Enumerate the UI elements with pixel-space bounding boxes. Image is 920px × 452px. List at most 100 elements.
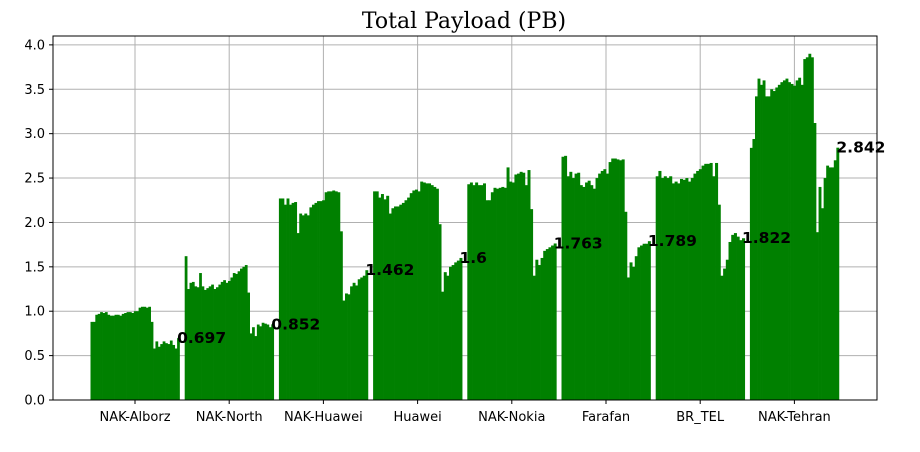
bar <box>324 192 328 400</box>
bar <box>569 171 573 400</box>
bar <box>674 181 678 400</box>
bar <box>296 233 300 400</box>
bar <box>128 312 132 400</box>
bar <box>723 268 727 400</box>
bar <box>767 96 771 401</box>
bar <box>407 197 411 400</box>
bar <box>301 215 305 400</box>
data-label: 2.842 <box>836 139 885 157</box>
bar <box>232 273 236 400</box>
bar <box>350 286 353 400</box>
bar <box>770 89 774 401</box>
bar <box>564 155 568 400</box>
data-label: 0.697 <box>177 329 226 347</box>
bar <box>184 256 188 400</box>
bar <box>443 272 447 400</box>
bar <box>501 186 505 400</box>
bar <box>498 187 502 400</box>
bar <box>532 275 536 400</box>
bar <box>428 183 432 400</box>
bar <box>706 163 710 400</box>
bar <box>218 284 222 400</box>
bar <box>810 57 814 401</box>
bar <box>206 288 210 400</box>
bar <box>585 182 589 400</box>
bar <box>441 291 445 400</box>
bar <box>167 344 171 400</box>
bar <box>813 123 817 400</box>
bar <box>561 156 565 400</box>
bar <box>522 172 526 400</box>
bar <box>391 208 395 400</box>
bar <box>836 147 840 400</box>
bar <box>355 285 359 400</box>
bar <box>483 183 486 400</box>
y-tick-label: 0.5 <box>24 349 45 364</box>
bar <box>150 321 154 400</box>
bar <box>401 202 405 400</box>
bar <box>211 284 214 400</box>
bar <box>760 84 763 400</box>
bar <box>177 338 180 400</box>
bar <box>798 77 802 400</box>
bar <box>655 176 659 400</box>
bar <box>688 181 692 400</box>
bar <box>733 233 737 400</box>
bar <box>511 182 515 400</box>
bar <box>247 292 250 400</box>
bar <box>637 247 641 400</box>
x-tick-label: BR_TEL <box>676 410 725 425</box>
bar <box>203 289 207 400</box>
bar <box>337 192 341 400</box>
bar <box>725 259 729 400</box>
bar <box>311 204 315 400</box>
bar <box>469 182 473 400</box>
y-tick-label: 3.0 <box>24 127 45 142</box>
bar <box>373 191 377 400</box>
data-labels: 0.697 0.852 1.462 1.6 1.763 1.789 1.822 2.842 <box>177 139 885 347</box>
bar <box>95 314 99 400</box>
x-tick-label: Farafan <box>582 410 630 425</box>
x-tick-label: NAK-Nokia <box>478 410 545 425</box>
bar <box>626 277 630 400</box>
data-label: 1.822 <box>742 229 791 247</box>
bar <box>304 213 308 400</box>
bar <box>490 192 494 400</box>
bar <box>396 206 400 400</box>
bar <box>196 287 200 400</box>
bar <box>739 240 743 400</box>
bar <box>690 178 694 400</box>
bar <box>116 314 120 400</box>
bar <box>642 243 646 400</box>
bar <box>268 327 272 400</box>
bar <box>685 178 689 400</box>
bar <box>595 178 599 400</box>
bar <box>375 191 379 400</box>
bar <box>517 173 521 400</box>
bar <box>104 312 108 400</box>
bar <box>472 185 476 400</box>
bar <box>823 178 827 400</box>
bar <box>485 200 489 400</box>
bar <box>777 84 781 400</box>
bar <box>826 165 830 400</box>
y-tick-label: 1.5 <box>24 260 45 275</box>
bar <box>808 53 812 400</box>
bar <box>582 186 586 400</box>
x-tick-label: Huawei <box>393 410 441 425</box>
bar <box>327 191 331 400</box>
bar <box>112 315 115 400</box>
bar <box>244 265 248 400</box>
bar <box>294 202 298 400</box>
bar <box>574 173 578 400</box>
bar <box>422 182 426 400</box>
bar <box>661 178 665 400</box>
bar <box>754 96 758 401</box>
y-tick-label: 2.0 <box>24 216 45 231</box>
bar <box>286 198 290 400</box>
bar <box>757 78 761 401</box>
bar <box>800 84 804 400</box>
bar <box>590 185 594 400</box>
bar <box>235 273 238 400</box>
bar <box>345 293 348 400</box>
